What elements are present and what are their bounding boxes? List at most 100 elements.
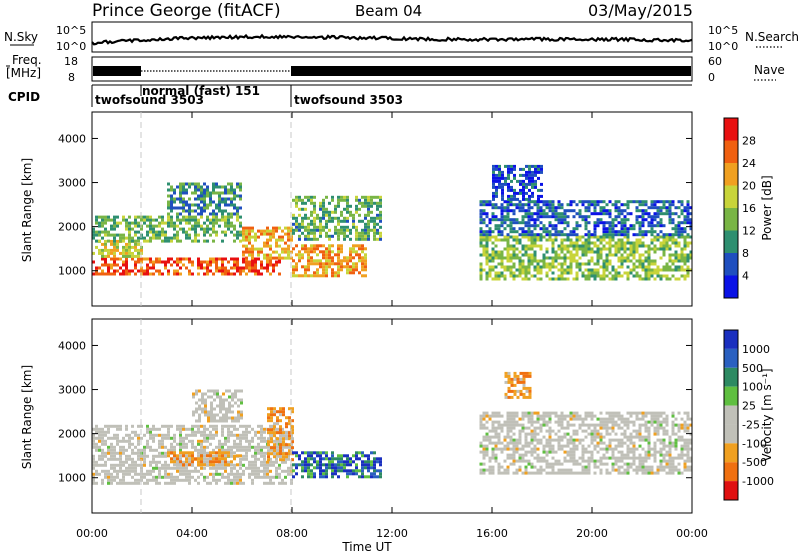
heatmap-cell [230,478,233,482]
heatmap-cell [563,233,567,237]
heatmap-cell [680,209,684,213]
heatmap-cell [485,432,489,436]
heatmap-cell [575,244,579,248]
heatmap-cell [656,429,660,433]
heatmap-cell [584,241,588,245]
heatmap-cell [629,411,633,415]
heatmap-cell [334,204,337,208]
heatmap-cell [653,420,657,424]
heatmap-cell [131,481,134,485]
heatmap-cell [319,231,322,235]
heatmap-cell [204,410,207,414]
heatmap-cell [146,424,149,428]
heatmap-cell [128,233,131,237]
heatmap-cell [605,212,609,216]
heatmap-cell [626,203,630,207]
heatmap-cell [587,268,591,272]
heatmap-cell [179,239,182,243]
heatmap-cell [557,420,561,424]
heatmap-cell [644,209,648,213]
heatmap-cell [270,434,273,438]
heatmap-cell [635,244,639,248]
heatmap-cell [677,268,681,272]
heatmap-cell [551,447,555,451]
heatmap-cell [638,262,642,266]
heatmap-cell [554,420,558,424]
heatmap-cell [282,455,285,459]
heatmap-cell [522,191,525,195]
heatmap-cell [572,441,576,445]
heatmap-cell [581,274,585,278]
heatmap-cell [304,250,307,254]
heatmap-cell [284,226,287,230]
heatmap-cell [617,459,621,463]
heatmap-cell [197,260,200,264]
heatmap-cell [221,448,224,452]
heatmap-cell [482,462,486,466]
heatmap-cell [113,221,116,225]
heatmap-cell [358,475,361,479]
heatmap-cell [304,228,307,232]
heatmap-cell [195,401,198,405]
heatmap-cell [620,256,624,260]
heatmap-cell [107,254,110,258]
heatmap-cell [194,185,197,189]
heatmap-cell [230,197,233,201]
heatmap-cell [513,371,517,375]
heatmap-cell [191,445,194,449]
heatmap-cell [572,241,576,245]
heatmap-cell [352,250,355,254]
heatmap-cell [578,414,582,418]
heatmap-cell [230,200,233,204]
heatmap-cell [587,456,591,460]
heatmap-cell [596,274,600,278]
heatmap-cell [525,176,528,180]
heatmap-cell [494,253,498,257]
heatmap-cell [515,218,519,222]
heatmap-cell [626,253,630,257]
heatmap-cell [528,194,531,198]
heatmap-cell [539,429,543,433]
heatmap-cell [143,269,146,273]
heatmap-cell [319,201,322,205]
heatmap-cell [119,236,122,240]
heatmap-cell [581,450,585,454]
heatmap-cell [614,271,618,275]
heatmap-cell [495,179,498,183]
heatmap-cell [146,472,149,476]
heatmap-cell [516,179,519,183]
heatmap-cell [680,417,684,421]
nsky-tick-top-right: 10^5 [708,24,738,37]
heatmap-cell [659,414,663,418]
heatmap-cell [125,427,128,431]
heatmap-cell [536,432,540,436]
heatmap-cell [653,235,657,239]
heatmap-cell [668,265,672,269]
heatmap-cell [683,241,687,245]
heatmap-cell [590,417,594,421]
heatmap-cell [611,218,615,222]
heatmap-cell [647,256,651,260]
heatmap-cell [128,433,131,437]
heatmap-cell [485,224,489,228]
heatmap-cell [310,451,313,455]
heatmap-cell [605,432,609,436]
heatmap-cell [176,460,179,464]
heatmap-cell [623,423,627,427]
heatmap-cell [301,231,304,235]
heatmap-cell [515,411,519,415]
heatmap-cell [107,481,110,485]
heatmap-cell [665,244,669,248]
heatmap-cell [494,203,498,207]
heatmap-cell [686,468,690,472]
heatmap-cell [149,224,152,228]
heatmap-cell [626,235,630,239]
heatmap-cell [125,448,128,452]
heatmap-cell [572,244,576,248]
heatmap-cell [328,259,331,263]
heatmap-cell [617,241,621,245]
heatmap-cell [179,469,182,473]
heatmap-cell [155,260,158,264]
heatmap-cell [316,225,319,229]
heatmap-cell [290,238,293,242]
